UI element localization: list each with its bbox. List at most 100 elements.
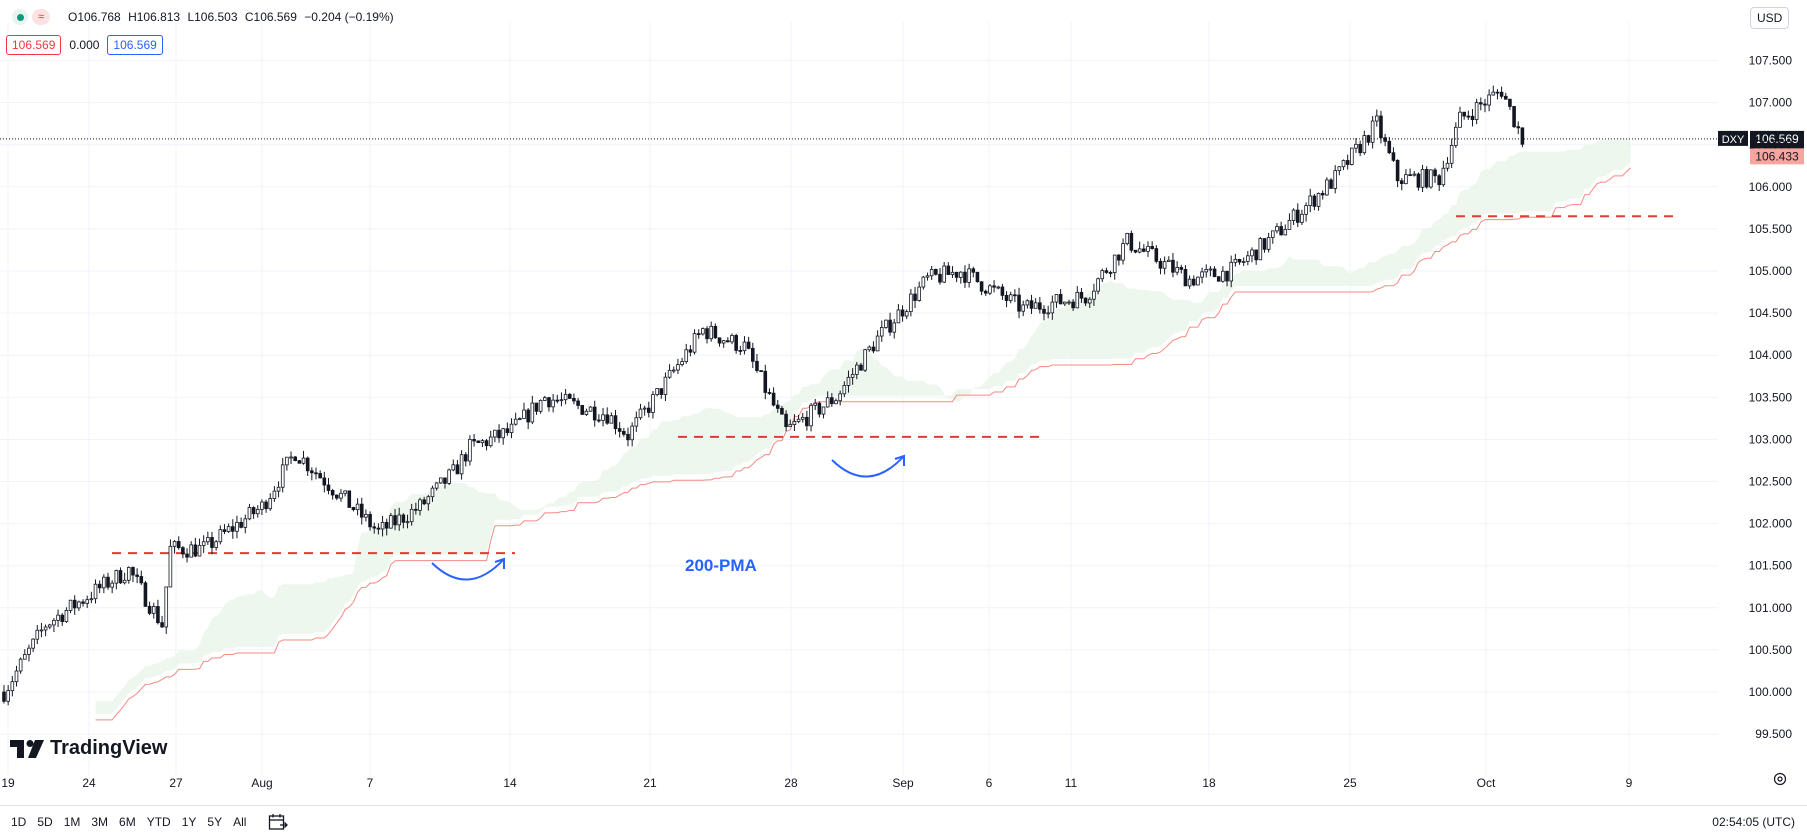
range-ytd-button[interactable]: YTD: [146, 814, 171, 829]
candle-body: [1108, 272, 1113, 274]
candle-body: [988, 285, 992, 294]
candle-body: [289, 456, 293, 459]
status-dot-icon[interactable]: [12, 9, 28, 25]
price-tick-label: 104.000: [1749, 348, 1793, 362]
range-3m-button[interactable]: 3M: [91, 814, 109, 829]
candle-body: [1150, 246, 1154, 249]
time-tick-label: 25: [1343, 776, 1357, 790]
sell-price-badge[interactable]: 106.569: [6, 35, 62, 55]
candle-body: [397, 514, 401, 526]
candle-body: [588, 406, 593, 412]
range-1m-button[interactable]: 1M: [63, 814, 81, 829]
candle-body: [35, 629, 40, 640]
candle-body: [455, 464, 460, 475]
candle-body: [1013, 294, 1017, 297]
candle-body: [751, 348, 755, 362]
candle-body: [193, 544, 198, 557]
candle-body: [738, 350, 743, 352]
candle-body: [963, 271, 967, 283]
candle-body: [746, 341, 751, 349]
candle-body: [879, 327, 884, 337]
range-6m-button[interactable]: 6M: [119, 814, 136, 829]
candle-body: [89, 598, 94, 601]
candle-body: [651, 394, 655, 413]
candle-body: [1142, 248, 1146, 252]
candle-body: [102, 576, 106, 589]
candle-body: [834, 400, 838, 405]
candle-body: [1121, 243, 1125, 261]
candle-body: [1350, 147, 1354, 165]
candle-body: [1441, 167, 1446, 186]
candle-body: [27, 647, 31, 655]
candle-body: [559, 399, 564, 402]
calendar-icon[interactable]: [268, 813, 289, 831]
candle-body: [476, 440, 481, 444]
candle-body: [285, 456, 289, 466]
candle-body: [830, 397, 834, 405]
candle-body: [1133, 249, 1138, 253]
candle-body: [14, 670, 19, 683]
candle-body: [909, 293, 913, 313]
utc-clock[interactable]: 02:54:05 (UTC): [1712, 815, 1795, 829]
candle-body: [1129, 232, 1134, 251]
candle-body: [368, 514, 372, 528]
candle-body: [1237, 258, 1242, 263]
range-1y-button[interactable]: 1Y: [181, 814, 197, 829]
tradingview-logo[interactable]: TradingView: [10, 737, 167, 760]
candle-body: [1408, 174, 1412, 177]
candle-body: [243, 518, 248, 528]
candle-body: [347, 490, 352, 508]
candle-body: [218, 529, 223, 543]
candle-body: [189, 544, 194, 558]
candle-body: [247, 507, 252, 520]
candle-body: [1383, 137, 1387, 142]
candle-body: [855, 364, 859, 375]
cloud-price-tag: [1750, 148, 1804, 165]
brand-name: TradingView: [50, 737, 168, 759]
candle-body: [343, 490, 347, 494]
currency-selector[interactable]: USD: [1750, 7, 1790, 29]
candle-body: [110, 582, 114, 588]
price-tick-label: 103.000: [1749, 432, 1793, 446]
candle-body: [796, 418, 801, 422]
candle-body: [1416, 173, 1421, 188]
lagging-line: [95, 167, 1631, 721]
candle-body: [372, 526, 377, 529]
candle-body: [1271, 230, 1275, 238]
candle-body: [1104, 270, 1109, 273]
candle-body: [1054, 294, 1059, 303]
wave-icon[interactable]: ≈: [32, 9, 50, 25]
candle-body: [1491, 91, 1496, 96]
candle-body: [726, 340, 730, 343]
candle-body: [838, 393, 842, 402]
buy-price-badge[interactable]: 106.569: [107, 35, 163, 55]
candle-body: [946, 265, 951, 275]
candle-body: [447, 469, 451, 484]
range-1d-button[interactable]: 1D: [11, 814, 27, 829]
candle-body: [122, 579, 127, 584]
candle-body: [1092, 290, 1096, 300]
candle-body: [118, 570, 123, 584]
candle-body: [106, 576, 110, 588]
candle-body: [6, 690, 10, 702]
candle-body: [1345, 160, 1350, 165]
range-5y-button[interactable]: 5Y: [207, 814, 223, 829]
candle-body: [251, 507, 256, 515]
candle-body: [297, 460, 302, 464]
settings-icon[interactable]: [1772, 771, 1788, 787]
price-tick-label: 102.000: [1749, 517, 1793, 531]
price-tick-label: 100.000: [1749, 685, 1793, 699]
candle-body: [1470, 115, 1475, 121]
candle-body: [1325, 179, 1329, 196]
candle-body: [351, 507, 356, 511]
candle-body: [817, 402, 822, 415]
candle-body: [1225, 270, 1229, 282]
range-5d-button[interactable]: 5D: [37, 814, 53, 829]
candle-body: [418, 499, 422, 511]
range-all-button[interactable]: All: [233, 814, 247, 829]
candle-body: [176, 541, 181, 549]
candle-body: [904, 311, 909, 317]
time-tick-label: 7: [367, 776, 374, 790]
candle-body: [280, 464, 285, 488]
